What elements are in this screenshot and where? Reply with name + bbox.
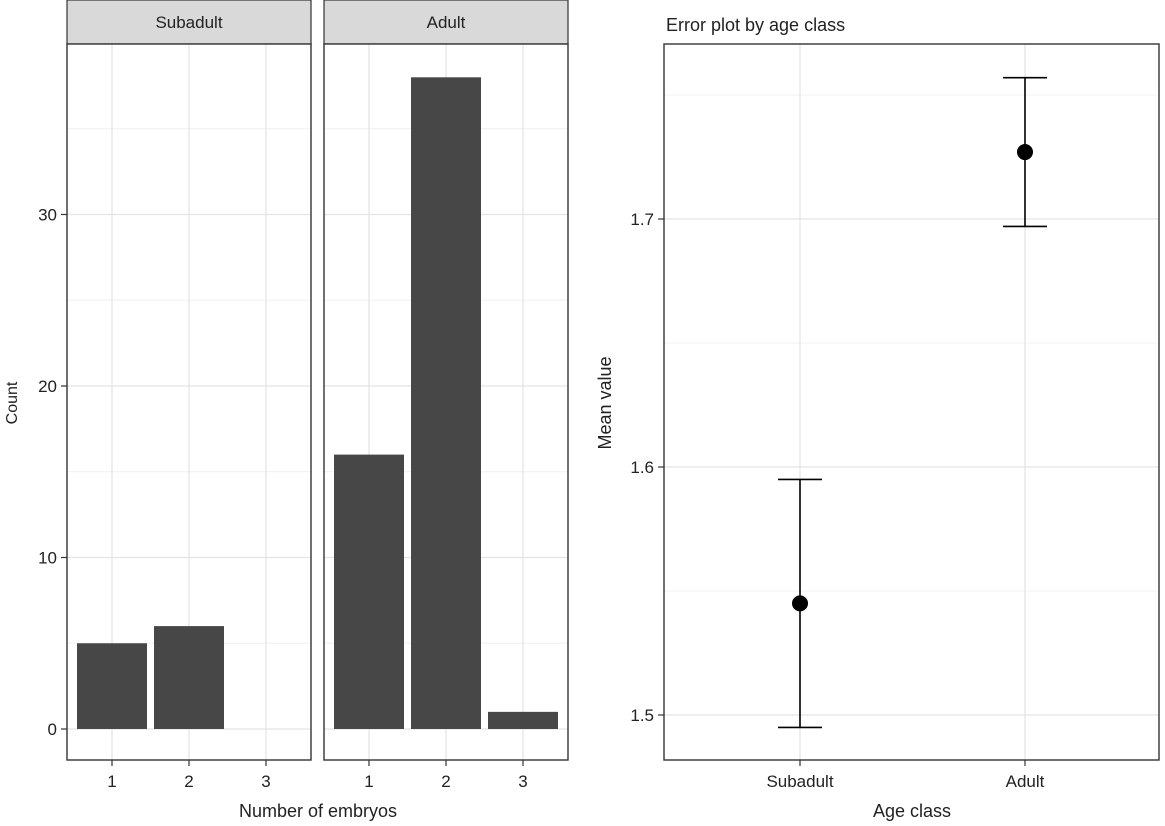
- x-tick-label: Adult: [1006, 772, 1045, 791]
- error-plot: Error plot by age class Mean value Age c…: [595, 15, 1160, 821]
- panel-background: [664, 44, 1159, 760]
- panel-border: [663, 43, 1160, 761]
- panel-border: [66, 43, 312, 761]
- mean-point: [792, 595, 808, 612]
- x-tick-label: 3: [518, 772, 527, 791]
- facet-label: Subadult: [155, 13, 222, 32]
- y-axis-label: Mean value: [595, 356, 615, 449]
- mean-point: [1017, 144, 1033, 161]
- y-tick-label: 1.5: [630, 706, 654, 725]
- x-axis-label: Number of embryos: [239, 801, 397, 821]
- y-tick-label: 1.6: [630, 458, 654, 477]
- x-tick-label: 2: [184, 772, 193, 791]
- x-tick-label: 3: [261, 772, 270, 791]
- facet-strip: [66, 0, 312, 45]
- y-tick-label: 20: [38, 377, 57, 396]
- bar: [77, 643, 147, 729]
- x-tick-label: 1: [107, 772, 116, 791]
- x-tick-label: 1: [364, 772, 373, 791]
- x-axis-label: Age class: [873, 801, 951, 821]
- bar: [411, 77, 481, 730]
- y-axis-label: Count: [4, 381, 21, 424]
- bar-chart-faceted: Count Number of embryos Subadult 1 2 3 Adult…: [4, 0, 569, 821]
- x-tick-label: Subadult: [766, 772, 833, 791]
- y-tick-label: 0: [48, 720, 57, 739]
- x-tick-label: 2: [441, 772, 450, 791]
- bar: [154, 626, 224, 729]
- y-tick-label: 30: [38, 206, 57, 225]
- bar: [488, 711, 558, 729]
- panel-border: [323, 43, 569, 761]
- y-tick-label: 1.7: [630, 210, 654, 229]
- y-tick-label: 10: [38, 549, 57, 568]
- facet-label: Adult: [427, 13, 466, 32]
- bar: [334, 454, 404, 729]
- chart-title: Error plot by age class: [666, 15, 845, 35]
